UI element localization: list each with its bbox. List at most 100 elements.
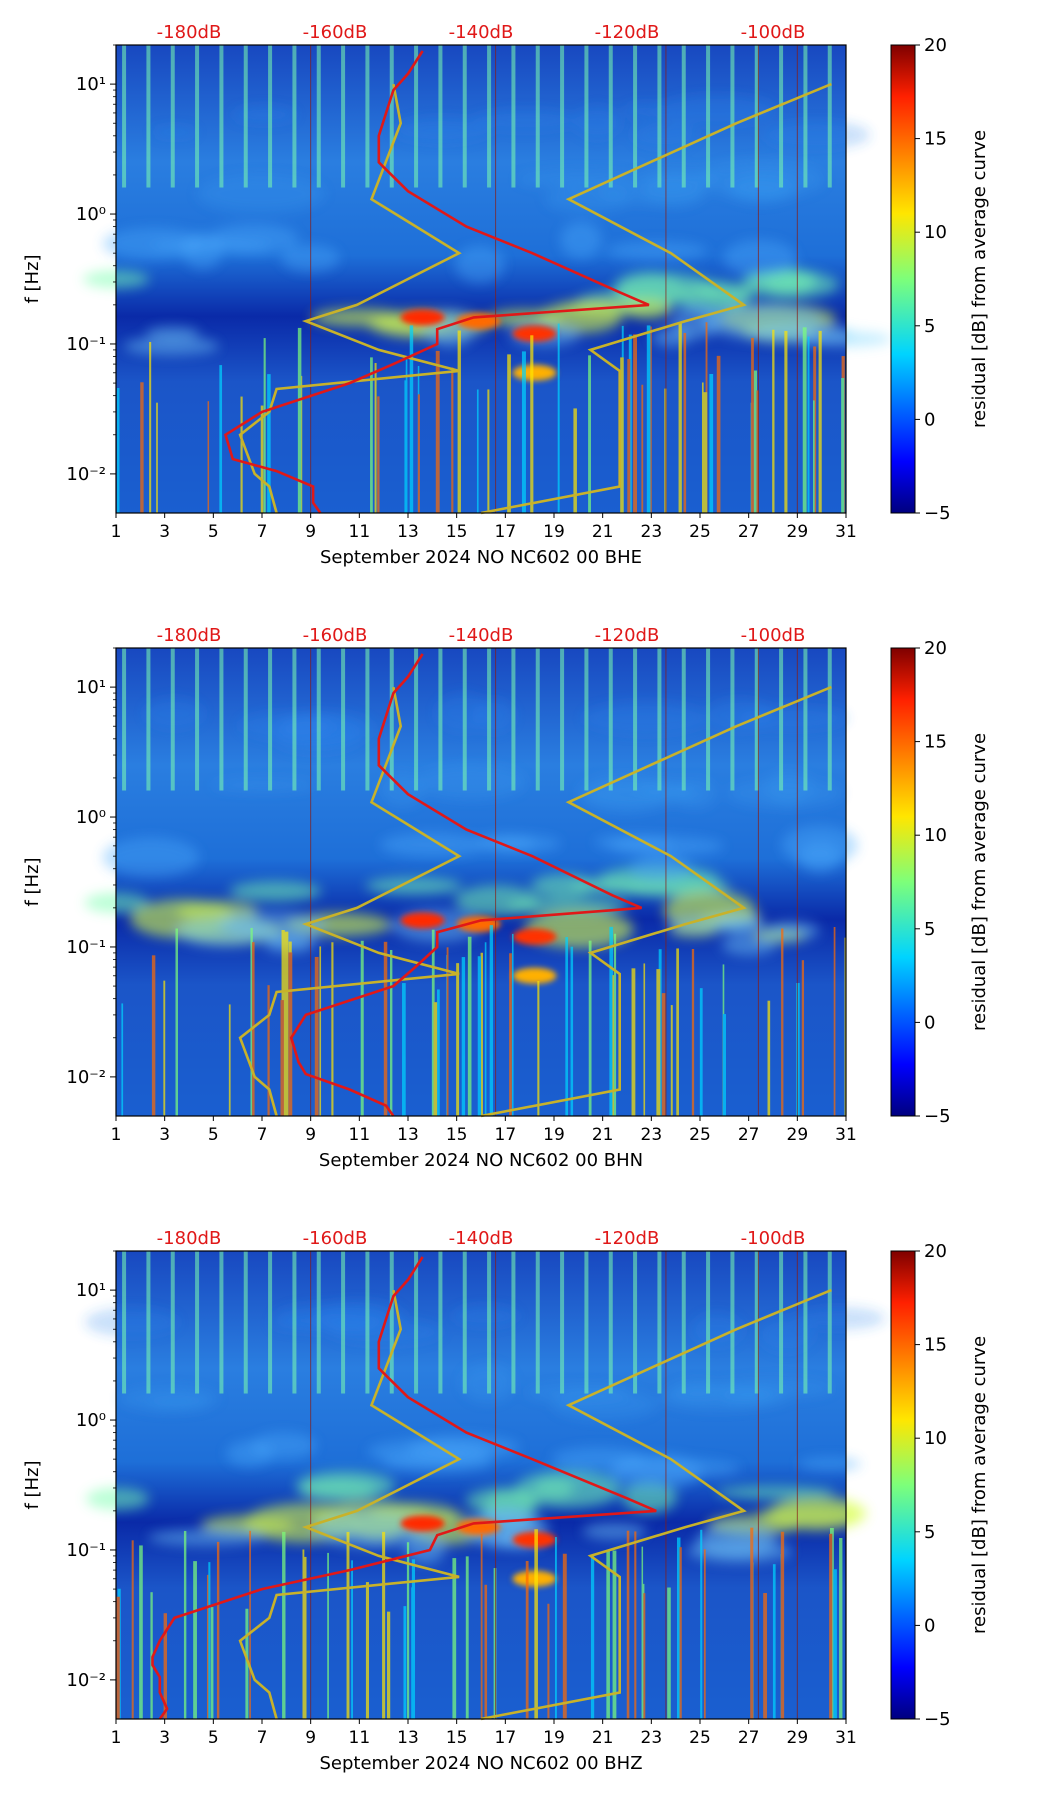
colorbar-gradient (890, 44, 916, 514)
colorbar-tick-label: 20 (924, 1241, 947, 1262)
x-tick-label: 25 (689, 1728, 711, 1748)
series-line-nlnm (238, 1289, 462, 1720)
colorbar-tick-label: 0 (924, 1012, 935, 1033)
colorbar-tick-label: 10 (924, 825, 947, 846)
x-tick-label: 3 (159, 522, 170, 542)
x-tick-label: 29 (787, 522, 809, 542)
colorbar: −5 0 5 10 15 20 residual [dB] from average cur… (890, 35, 990, 524)
top-db-tick-label: -100dB (741, 22, 806, 43)
x-tick-label: 25 (689, 522, 711, 542)
y-axis-label: f [Hz] (22, 857, 43, 906)
x-tick-label: 25 (689, 1125, 711, 1145)
y-tick-label: 10⁰ (76, 1410, 106, 1431)
x-tick-label: 23 (641, 522, 663, 542)
colorbar-tick-label: −5 (924, 503, 951, 524)
top-db-tick-label: -100dB (741, 625, 806, 646)
colorbar-tick-label: 5 (924, 919, 935, 940)
y-tick-label: 10¹ (76, 677, 106, 698)
top-db-tick-label: -120dB (595, 22, 660, 43)
x-tick-label: 27 (738, 522, 760, 542)
y-tick-label: 10¹ (76, 74, 106, 95)
colorbar-tick-label: 15 (924, 129, 947, 150)
y-axis-label: f [Hz] (22, 254, 43, 303)
x-tick-label: 29 (787, 1728, 809, 1748)
colorbar-tick-label: 5 (924, 1522, 935, 1543)
top-db-tick-label: -160dB (303, 1228, 368, 1249)
x-tick-label: 17 (495, 1125, 517, 1145)
colorbar-label: residual [dB] from average curve (969, 130, 990, 428)
y-tick-label: 10⁻¹ (66, 1540, 106, 1561)
x-tick-label: 13 (397, 522, 419, 542)
x-tick-label: 17 (495, 522, 517, 542)
colorbar-tick-label: −5 (924, 1106, 951, 1127)
x-tick-label: 11 (349, 1125, 371, 1145)
x-tick-label: 9 (305, 1125, 316, 1145)
x-tick-label: 11 (349, 522, 371, 542)
series-line-median-psd (151, 1256, 657, 1720)
colorbar-tick-label: 10 (924, 1428, 947, 1449)
x-tick-label: 27 (738, 1728, 760, 1748)
top-db-tick-label: -140dB (449, 625, 514, 646)
x-tick-label: 15 (446, 1125, 468, 1145)
colorbar-gradient (890, 1250, 916, 1720)
colorbar-tick-label: 10 (924, 222, 947, 243)
x-tick-label: 3 (159, 1125, 170, 1145)
x-tick-label: 7 (257, 522, 268, 542)
colorbar-gradient (890, 647, 916, 1117)
x-tick-label: 31 (835, 1728, 857, 1748)
x-tick-label: 9 (305, 522, 316, 542)
x-tick-label: 19 (543, 1125, 565, 1145)
colorbar-tick-label: 15 (924, 1335, 947, 1356)
x-tick-label: 7 (257, 1728, 268, 1748)
top-db-tick-label: -140dB (449, 1228, 514, 1249)
x-tick-label: 31 (835, 522, 857, 542)
series-line-median-psd (223, 50, 650, 514)
colorbar-tick-label: 0 (924, 1615, 935, 1636)
series-line-nhnm (480, 82, 832, 515)
y-tick-label: 10⁰ (76, 807, 106, 828)
top-db-tick-label: -160dB (303, 22, 368, 43)
top-db-tick-label: -180dB (157, 625, 222, 646)
colorbar-label: residual [dB] from average curve (969, 733, 990, 1031)
colorbar-tick-label: 20 (924, 638, 947, 659)
spectrogram-image (83, 45, 892, 513)
series-line-median-psd (289, 653, 643, 1117)
x-tick-label: 29 (787, 1125, 809, 1145)
top-db-tick-label: -140dB (449, 22, 514, 43)
x-tick-label: 5 (208, 522, 219, 542)
top-db-tick-label: -120dB (595, 625, 660, 646)
spectrogram-image (84, 648, 858, 1116)
series-line-nlnm (238, 83, 462, 514)
top-db-tick-label: -100dB (741, 1228, 806, 1249)
colorbar-tick-label: −5 (924, 1709, 951, 1730)
spectrogram-image (84, 1251, 886, 1719)
x-tick-label: 15 (446, 1728, 468, 1748)
x-tick-label: 5 (208, 1728, 219, 1748)
top-db-tick-label: -180dB (157, 22, 222, 43)
x-tick-label: 21 (592, 1728, 614, 1748)
x-tick-label: 1 (111, 522, 122, 542)
colorbar-tick-label: 15 (924, 732, 947, 753)
x-tick-label: 9 (305, 1728, 316, 1748)
colorbar: −5 0 5 10 15 20 residual [dB] from average cur… (890, 1241, 990, 1730)
x-tick-label: 1 (111, 1125, 122, 1145)
x-tick-label: 31 (835, 1125, 857, 1145)
y-tick-label: 10⁻¹ (66, 937, 106, 958)
x-tick-label: 23 (641, 1728, 663, 1748)
x-tick-label: 7 (257, 1125, 268, 1145)
x-axis-label: September 2024 NO NC602 00 BHZ (319, 1753, 642, 1774)
top-db-tick-label: -120dB (595, 1228, 660, 1249)
plot-frame (115, 647, 847, 1117)
y-tick-label: 10⁻² (66, 464, 106, 485)
x-tick-label: 3 (159, 1728, 170, 1748)
x-tick-label: 13 (397, 1125, 419, 1145)
y-tick-label: 10⁻² (66, 1067, 106, 1088)
y-tick-label: 10¹ (76, 1280, 106, 1301)
colorbar-tick-label: 0 (924, 409, 935, 430)
x-axis-label: September 2024 NO NC602 00 BHE (320, 547, 642, 568)
x-tick-label: 11 (349, 1728, 371, 1748)
colorbar: −5 0 5 10 15 20 residual [dB] from average cur… (890, 638, 990, 1127)
